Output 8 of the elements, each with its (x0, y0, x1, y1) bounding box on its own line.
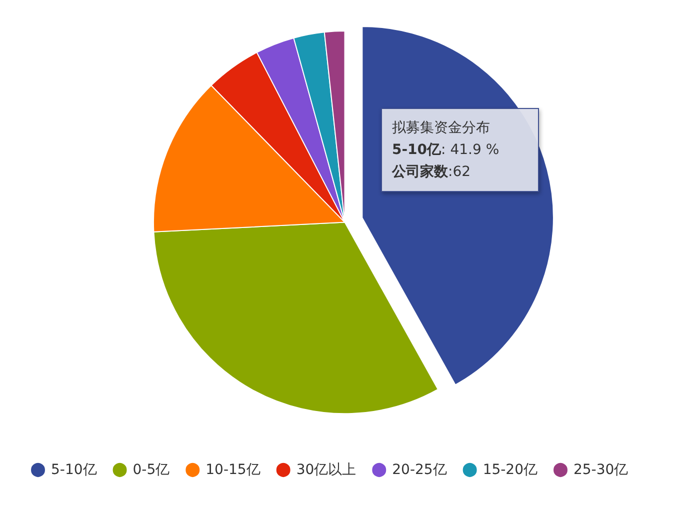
legend-label: 5-10亿 (51, 462, 97, 478)
tooltip-panel: 拟募集资金分布 5-10亿: 41.9 % 公司家数:62 (381, 108, 539, 192)
legend-label: 30亿以上 (296, 462, 356, 478)
legend-label: 20-25亿 (392, 462, 447, 478)
legend-label: 0-5亿 (132, 462, 170, 478)
legend-label: 25-30亿 (573, 462, 628, 478)
legend-label: 15-20亿 (482, 462, 538, 478)
legend-label: 10-15亿 (206, 462, 260, 478)
